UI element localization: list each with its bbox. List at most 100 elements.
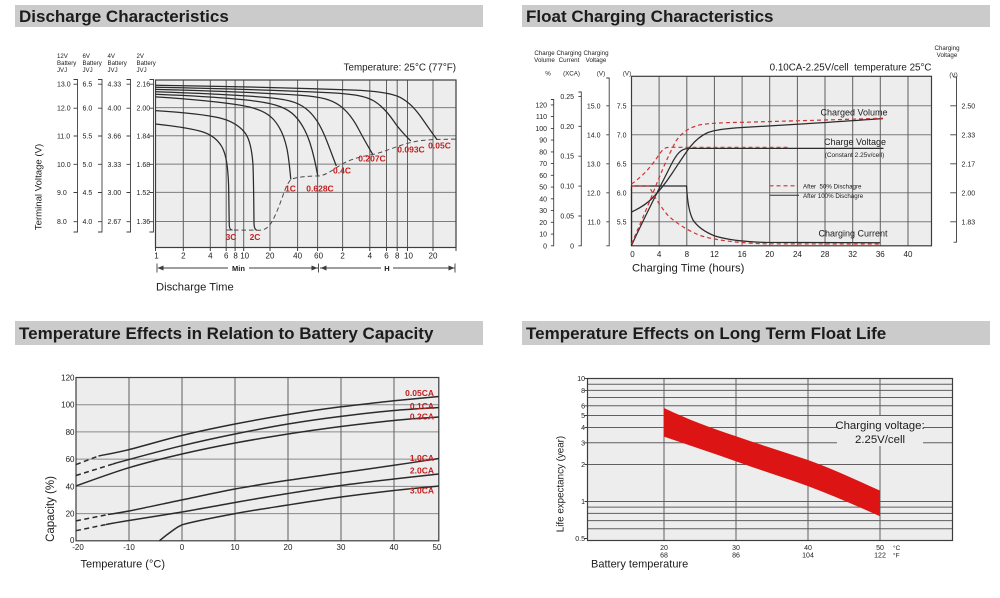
svg-text:13.0: 13.0: [57, 82, 71, 89]
svg-text:JVJ: JVJ: [137, 67, 147, 74]
svg-text:1.83: 1.83: [962, 219, 976, 226]
svg-text:60: 60: [66, 455, 75, 464]
svg-text:8: 8: [581, 388, 585, 395]
svg-text:JVJ: JVJ: [108, 67, 118, 74]
svg-text:2.50: 2.50: [962, 103, 976, 110]
svg-text:2.16: 2.16: [137, 82, 151, 89]
svg-text:1.84: 1.84: [137, 134, 151, 141]
svg-text:12V: 12V: [57, 53, 69, 60]
svg-text:120: 120: [61, 374, 75, 383]
svg-text:4: 4: [208, 252, 213, 261]
svg-text:14.0: 14.0: [587, 132, 601, 139]
svg-text:50: 50: [876, 545, 884, 552]
svg-text:100: 100: [535, 126, 547, 133]
svg-text:0.05C: 0.05C: [428, 141, 451, 151]
svg-text:4: 4: [368, 252, 373, 261]
svg-text:5.5: 5.5: [617, 219, 627, 226]
svg-text:Voltage: Voltage: [937, 52, 958, 59]
svg-text:After 100% Dischagre: After 100% Dischagre: [803, 193, 864, 200]
svg-text:4.0: 4.0: [83, 219, 93, 226]
svg-text:2.0CA: 2.0CA: [410, 466, 434, 476]
svg-text:2V: 2V: [137, 53, 145, 60]
svg-text:Battery temperature: Battery temperature: [591, 559, 688, 571]
svg-text:Charging: Charging: [556, 50, 582, 57]
svg-text:0.207C: 0.207C: [358, 154, 385, 164]
svg-text:(V): (V): [597, 70, 605, 77]
svg-text:80: 80: [539, 149, 547, 156]
svg-text:1: 1: [154, 252, 159, 261]
svg-text:JVJ: JVJ: [83, 67, 93, 74]
svg-text:15.0: 15.0: [587, 103, 601, 110]
svg-text:86: 86: [732, 553, 740, 560]
svg-text:6: 6: [384, 252, 389, 261]
svg-text:30: 30: [732, 545, 740, 552]
svg-text:0.25: 0.25: [560, 94, 574, 101]
svg-text:4.33: 4.33: [108, 82, 122, 89]
svg-text:6V: 6V: [83, 53, 91, 60]
svg-text:2C: 2C: [250, 232, 261, 242]
svg-text:0.05CA: 0.05CA: [405, 388, 434, 398]
svg-text:8: 8: [395, 252, 400, 261]
svg-text:Discharge Characteristics: Discharge Characteristics: [19, 7, 229, 26]
svg-text:104: 104: [802, 553, 814, 560]
svg-text:1C: 1C: [285, 184, 296, 194]
svg-text:20: 20: [284, 543, 293, 552]
svg-text:0.05: 0.05: [560, 214, 574, 221]
svg-text:20: 20: [66, 510, 75, 519]
svg-text:Charge Voltage: Charge Voltage: [824, 137, 886, 147]
svg-text:30: 30: [337, 543, 346, 552]
svg-text:11.0: 11.0: [587, 219, 600, 226]
svg-text:80: 80: [66, 428, 75, 437]
svg-text:1.0CA: 1.0CA: [410, 453, 434, 463]
svg-text:°C: °C: [893, 544, 901, 552]
svg-text:3.00: 3.00: [108, 190, 122, 197]
svg-text:(V): (V): [949, 72, 957, 79]
svg-text:6.0: 6.0: [83, 106, 93, 113]
svg-text:Discharge Time: Discharge Time: [156, 282, 234, 294]
svg-text:Voltage: Voltage: [586, 57, 607, 64]
svg-text:0.5: 0.5: [575, 536, 585, 543]
svg-text:5.5: 5.5: [83, 134, 93, 141]
svg-text:6.0: 6.0: [617, 190, 627, 197]
svg-text:5.0: 5.0: [83, 162, 93, 169]
svg-text:(V): (V): [623, 70, 631, 77]
svg-text:Battery: Battery: [108, 60, 128, 67]
svg-text:1.52: 1.52: [137, 190, 151, 197]
svg-text:60: 60: [314, 252, 323, 261]
svg-text:4.00: 4.00: [108, 106, 122, 113]
svg-text:0.1CA: 0.1CA: [410, 401, 434, 411]
svg-text:0: 0: [543, 243, 547, 250]
svg-text:10: 10: [404, 252, 413, 261]
svg-text:2: 2: [181, 252, 186, 261]
svg-text:28: 28: [821, 250, 830, 259]
svg-text:8: 8: [233, 252, 238, 261]
svg-text:6: 6: [581, 403, 585, 410]
svg-text:12: 12: [710, 250, 719, 259]
svg-text:20: 20: [765, 250, 774, 259]
svg-text:Battery: Battery: [137, 60, 157, 67]
svg-text:20: 20: [266, 252, 275, 261]
svg-text:2.00: 2.00: [137, 106, 151, 113]
svg-text:7.5: 7.5: [617, 103, 627, 110]
svg-text:3C: 3C: [226, 232, 237, 242]
svg-text:11.0: 11.0: [57, 134, 70, 141]
svg-text:30: 30: [539, 208, 547, 215]
svg-text:0.2CA: 0.2CA: [410, 412, 434, 422]
svg-text:0.628C: 0.628C: [306, 184, 333, 194]
svg-text:Temperature Effects on Long Te: Temperature Effects on Long Term Float L…: [526, 324, 886, 343]
svg-text:9.0: 9.0: [57, 190, 67, 197]
svg-text:50: 50: [433, 543, 442, 552]
svg-text:40: 40: [539, 196, 547, 203]
svg-text:16: 16: [738, 250, 747, 259]
svg-text:6: 6: [224, 252, 229, 261]
svg-text:3.66: 3.66: [108, 134, 122, 141]
svg-text:90: 90: [539, 138, 547, 145]
svg-text:20: 20: [429, 252, 438, 261]
svg-text:Life expectancy (year): Life expectancy (year): [556, 436, 567, 532]
svg-text:Charging Time (hours): Charging Time (hours): [632, 263, 745, 275]
svg-text:6.5: 6.5: [617, 161, 627, 168]
svg-text:40: 40: [66, 482, 75, 491]
svg-text:10: 10: [231, 543, 240, 552]
svg-text:Charging: Charging: [934, 45, 960, 52]
svg-text:100: 100: [61, 401, 75, 410]
